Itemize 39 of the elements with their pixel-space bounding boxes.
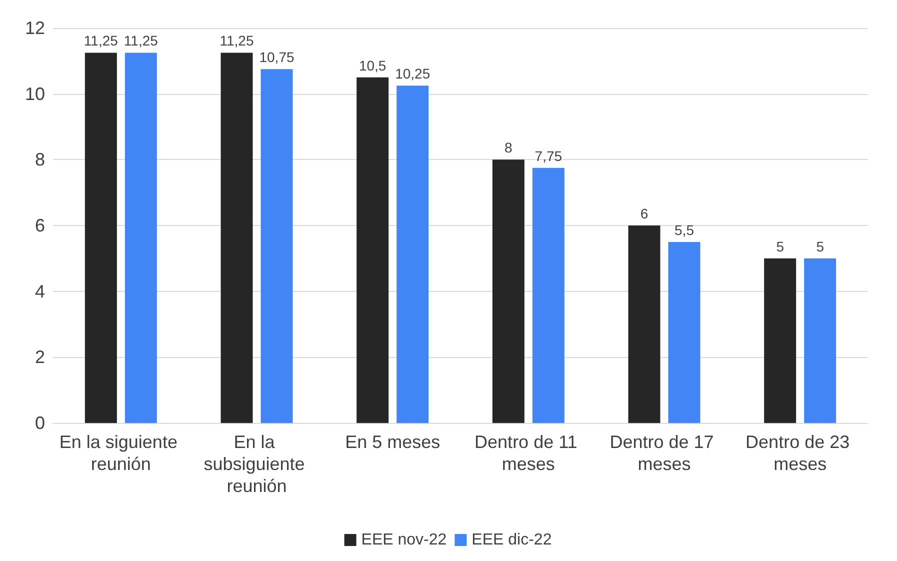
y-tick-label: 2 [34, 347, 45, 368]
x-tick-label: Dentro de 17 meses [610, 432, 719, 474]
bar [668, 242, 700, 423]
data-label: 5,5 [674, 222, 694, 238]
data-label: 5 [816, 238, 824, 254]
data-label: 11,25 [124, 32, 158, 49]
y-tick-label: 0 [34, 413, 45, 433]
legend-label: EEE nov-22 [361, 532, 447, 548]
x-tick-label: Dentro de 23 meses [746, 432, 855, 474]
bar [804, 258, 836, 423]
legend-label: EEE dic-22 [472, 532, 552, 548]
y-tick-label: 8 [34, 150, 45, 170]
data-label: 10,5 [358, 57, 386, 74]
bar [260, 69, 293, 423]
data-label: 6 [640, 206, 648, 222]
y-tick-label: 6 [34, 216, 45, 236]
x-tick-label: En la subsiguiente reunión [204, 432, 310, 496]
bar [396, 86, 429, 423]
y-tick-label: 4 [34, 281, 45, 302]
bar [628, 226, 660, 423]
y-tick-label: 12 [24, 18, 45, 38]
data-label: 5 [776, 238, 784, 254]
data-label: 8 [504, 140, 513, 156]
bar [492, 160, 524, 423]
bar [356, 77, 389, 423]
data-label: 7,75 [534, 148, 562, 164]
data-label: 10,75 [259, 49, 294, 66]
bar [124, 52, 157, 423]
data-label: 11,25 [220, 32, 254, 49]
x-tick-label: En 5 meses [345, 432, 440, 452]
y-tick-label: 10 [24, 84, 45, 104]
bar [84, 52, 117, 423]
bar [220, 52, 253, 423]
data-label: 11,25 [84, 32, 118, 49]
x-tick-label: Dentro de 11 meses [474, 432, 582, 474]
x-tick-label: En la siguiente reunión [59, 432, 182, 474]
data-label: 10,25 [395, 66, 430, 82]
bar [764, 258, 796, 423]
bar [532, 168, 564, 423]
